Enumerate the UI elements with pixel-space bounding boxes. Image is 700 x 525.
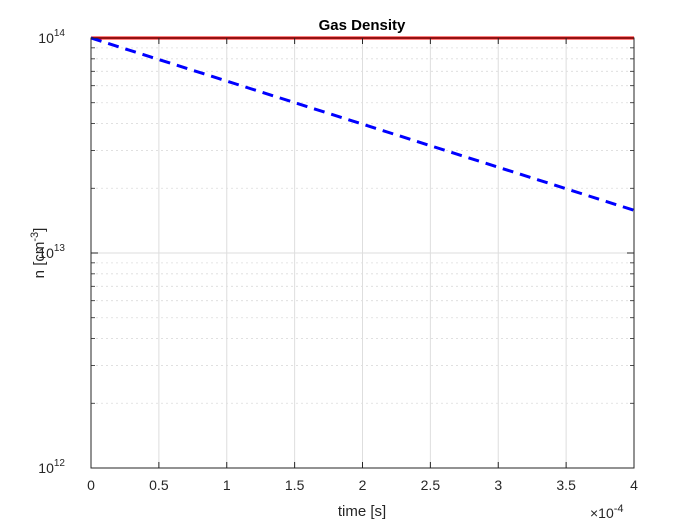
y-tick-label: 1013	[38, 243, 65, 261]
x-multiplier-base: ×10	[590, 505, 614, 521]
series-line-2	[90, 36, 635, 212]
x-tick-label: 0.5	[149, 477, 169, 493]
grid	[90, 37, 635, 469]
y-axis-label: n [cm-3]	[29, 228, 48, 279]
x-tick-label: 3.5	[556, 477, 576, 493]
x-tick-label: 1.5	[285, 477, 305, 493]
x-tick-label: 1	[223, 477, 231, 493]
x-axis-multiplier: ×10-4	[590, 503, 624, 521]
axis-ticks: 0 0.5 1 1.5 2 2.5 3 3.5 4 1012 1013 1014	[38, 28, 638, 493]
y-tick-label: 1012	[38, 458, 65, 476]
y-label-close: ]	[31, 228, 48, 232]
x-tick-label: 2	[359, 477, 367, 493]
y-label-exp: -3	[29, 232, 41, 242]
x-tick-label: 0	[87, 477, 95, 493]
x-multiplier-exp: -4	[614, 503, 624, 515]
chart-title: Gas Density	[319, 17, 406, 34]
y-tick-label: 1014	[38, 28, 65, 46]
x-tick-label: 4	[630, 477, 638, 493]
x-tick-label: 2.5	[421, 477, 441, 493]
x-axis-label: time [s]	[338, 503, 386, 520]
y-label-base: n [cm	[31, 242, 48, 279]
x-tick-label: 3	[494, 477, 502, 493]
